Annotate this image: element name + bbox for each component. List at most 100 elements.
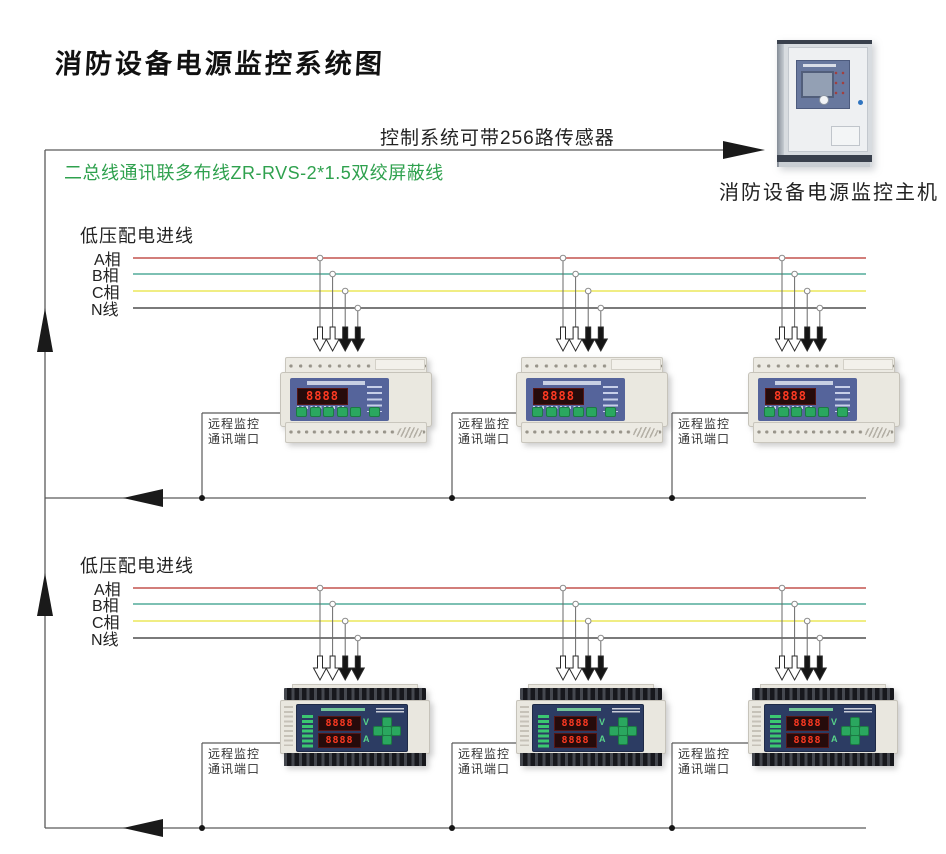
host-lcd-screen [800,70,834,98]
host-round-button [818,94,829,105]
tap-junction-circle [572,600,579,608]
remote-port-label-line: 远程监控 [208,747,261,761]
tap-junction-circle [778,254,786,262]
hollow-down-arrow-icon [325,655,340,682]
tap-junction-circle [584,287,592,295]
current-unit-label: A [599,734,606,744]
label-marks [835,386,850,412]
tap-junction-circle [329,270,336,278]
tap-junction-circle [559,584,567,592]
hollow-down-arrow-icon [774,326,790,353]
remote-port-label-line: 远程监控 [458,417,511,431]
device-front-panel: 8888 [526,378,625,421]
hollow-down-arrow-icon [787,326,802,353]
solid-down-arrow-icon [580,326,596,353]
device-body: 8888 V 8888 A [748,700,898,754]
tap-junction-circle [803,287,811,295]
device-button [350,407,361,417]
left-arrow-icon [123,819,163,837]
phase-label-c: C相 [92,615,120,632]
solid-down-arrow-icon [799,326,815,353]
indicator-row [533,406,582,409]
device-text-marks [376,708,404,714]
tap-junction-circle [816,304,824,312]
remote-port-label: 远程监控 通讯端口 [458,747,510,777]
remote-port-label-line: 通讯端口 [208,762,261,776]
hollow-down-arrow-icon [568,655,583,682]
device-title-bar [321,708,365,711]
solid-down-arrow-icon [799,655,815,682]
current-display: 8888 [786,733,829,748]
device-text-marks [844,708,872,714]
tap-junction-circle [816,634,824,642]
remote-port-label: 远程监控 通讯端口 [458,417,510,447]
speaker-grille [396,427,423,438]
phase-label-a: A相 [94,582,121,599]
voltage-display: 8888 [554,716,597,731]
tap-junction-circle [791,270,798,278]
hollow-down-arrow-icon [555,326,571,353]
current-unit-label: A [831,734,838,744]
hollow-down-arrow-icon [325,326,340,353]
terminal-cover [843,359,893,370]
solid-down-arrow-icon [337,655,353,682]
tap-junction-circle [341,617,349,625]
host-indicator-grid [833,70,848,97]
indicator-row [765,406,814,409]
right-key [391,726,401,736]
device-front-panel: 8888 [290,378,389,421]
led-column [770,715,781,748]
cabinet-base [779,162,870,167]
terminal-block-top [752,688,894,700]
solid-down-arrow-icon [593,326,609,353]
terminal-block-bottom [284,753,426,766]
device-button [545,407,557,417]
tap-junction-circle [778,584,786,592]
section-header: 低压配电进线 [80,226,194,246]
phase-label-n: N线 [91,302,119,319]
bus-junction-dot [449,495,455,501]
remote-port-label: 远程监控 通讯端口 [208,747,260,777]
power-monitor-sensor-device: 8888 [748,357,900,443]
device-button [777,407,789,417]
phase-label-n: N线 [91,632,119,649]
terminal-block-top [520,688,662,700]
phase-label-c: C相 [92,285,120,302]
right-key [859,726,869,736]
tap-junction-circle [584,617,592,625]
dpad-buttons [609,717,637,745]
bus-junction-dot [199,495,205,501]
host-label: 消防设备电源监控主机 [719,182,939,204]
tap-junction-circle [354,304,362,312]
device-title-bar [543,381,601,385]
current-unit-label: A [363,734,370,744]
phase-label-b: B相 [92,268,119,285]
voltage-unit-label: V [831,717,838,727]
remote-port-label-line: 远程监控 [458,747,511,761]
hollow-down-arrow-icon [568,326,583,353]
cabinet-bottom-band [777,155,872,162]
device-button [336,407,348,417]
page-title: 消防设备电源监控系统图 [54,49,386,79]
tap-junction-circle [341,287,349,295]
current-display: 8888 [318,733,361,748]
device-text-marks [612,708,640,714]
seven-segment-display: 8888 [533,388,584,405]
voltage-unit-label: V [599,717,606,727]
cabinet-top-band [777,40,872,44]
led-column [302,715,313,748]
tap-junction-circle [597,304,605,312]
solid-down-arrow-icon [812,655,828,682]
remote-port-label-line: 远程监控 [208,417,261,431]
voltage-monitor-sensor-device: 8888 V 8888 A [516,684,666,766]
vent-slots [284,706,293,746]
device-button [836,407,848,417]
device-front-panel: 8888 V 8888 A [296,704,408,752]
power-monitor-sensor-device: 8888 [280,357,432,443]
tap-junction-circle [791,600,798,608]
tap-junction-circle [316,254,324,262]
button-row [764,407,848,417]
sensor-capacity-note: 控制系统可带256路传感器 [380,128,615,149]
host-panel-title-bar [803,63,836,67]
remote-port-label-line: 通讯端口 [458,432,511,446]
